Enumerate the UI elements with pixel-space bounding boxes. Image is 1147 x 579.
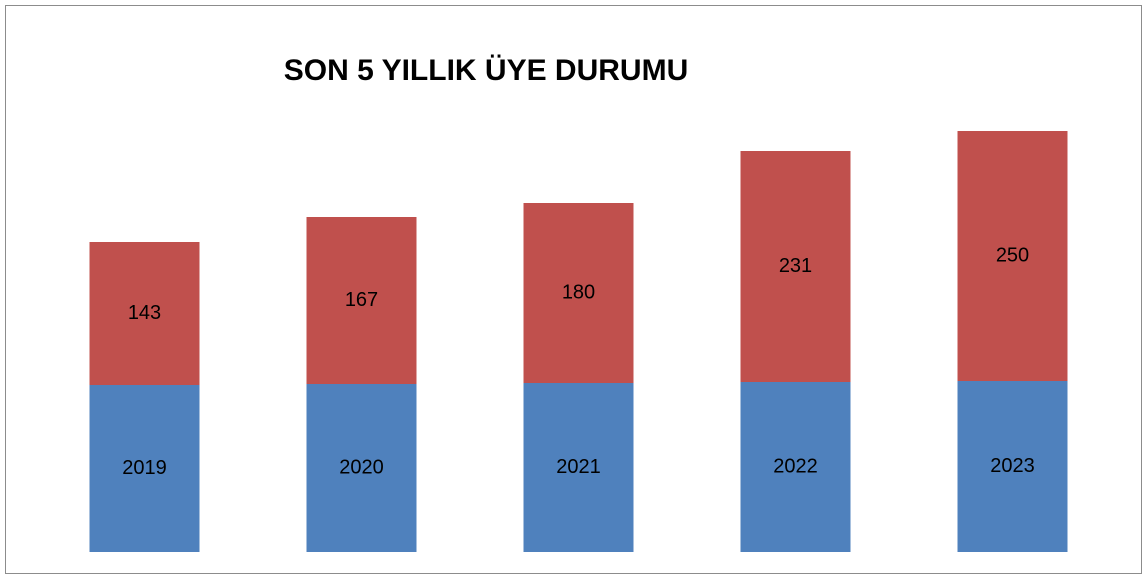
bar-segment — [740, 382, 851, 552]
bar-segment — [89, 385, 200, 552]
bar-segment — [740, 151, 851, 382]
bar-segment — [523, 383, 634, 552]
data-label: 2023 — [990, 455, 1035, 477]
data-label: 180 — [562, 281, 595, 303]
data-label: 2021 — [556, 456, 601, 478]
data-label: 2022 — [773, 455, 818, 477]
bar-segment — [89, 242, 200, 385]
bar-segment — [306, 217, 417, 384]
data-label: 2020 — [339, 456, 384, 478]
data-label: 231 — [779, 255, 812, 277]
bar-segment — [523, 203, 634, 383]
data-label: 250 — [996, 244, 1029, 266]
bar-segment — [306, 384, 417, 552]
data-label: 2019 — [122, 457, 167, 479]
bar-segment — [957, 381, 1068, 552]
data-label: 143 — [128, 302, 161, 324]
chart-title: SON 5 YILLIK ÜYE DURUMU — [284, 54, 689, 87]
bar-segment — [957, 131, 1068, 381]
data-label: 167 — [345, 289, 378, 311]
